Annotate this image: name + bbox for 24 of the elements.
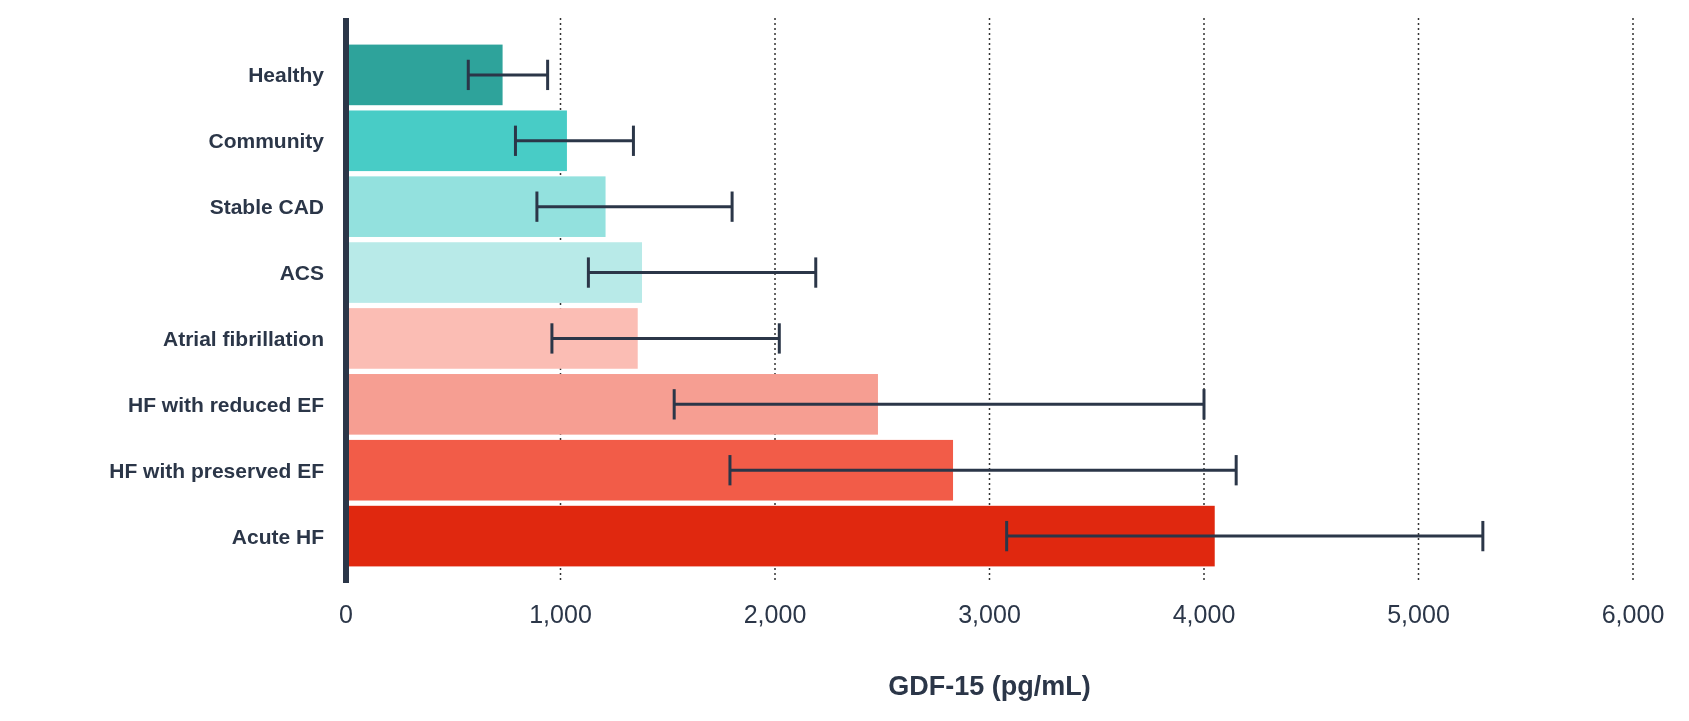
- y-tick-label: HF with reduced EF: [127, 392, 325, 416]
- y-tick-label: Atrial fibrillation: [162, 326, 324, 350]
- bar: [346, 505, 1215, 567]
- x-tick-label: 5,000: [1387, 600, 1450, 628]
- x-tick-label: 6,000: [1601, 600, 1665, 628]
- x-tick-label: 3,000: [958, 600, 1021, 628]
- y-tick-label: Healthy: [248, 63, 325, 87]
- bar: [346, 44, 503, 106]
- bar: [346, 176, 606, 237]
- x-tick-label: 0: [339, 600, 353, 628]
- y-tick-label: HF with preserved EF: [109, 458, 325, 482]
- x-tick-label: 1,000: [529, 600, 592, 628]
- bar: [346, 439, 954, 501]
- x-tick-label: 2,000: [743, 600, 807, 628]
- y-tick-label: ACS: [279, 261, 324, 285]
- y-tick-label: Stable CAD: [209, 195, 324, 219]
- bar: [346, 374, 878, 435]
- bar: [346, 242, 643, 303]
- x-tick-label: 4,000: [1172, 600, 1236, 628]
- bar: [346, 110, 567, 172]
- y-tick-label: Community: [208, 129, 325, 153]
- y-tick-label: Acute HF: [231, 524, 325, 548]
- bar: [346, 308, 638, 369]
- x-axis-title: GDF-15 (pg/mL): [888, 671, 1091, 701]
